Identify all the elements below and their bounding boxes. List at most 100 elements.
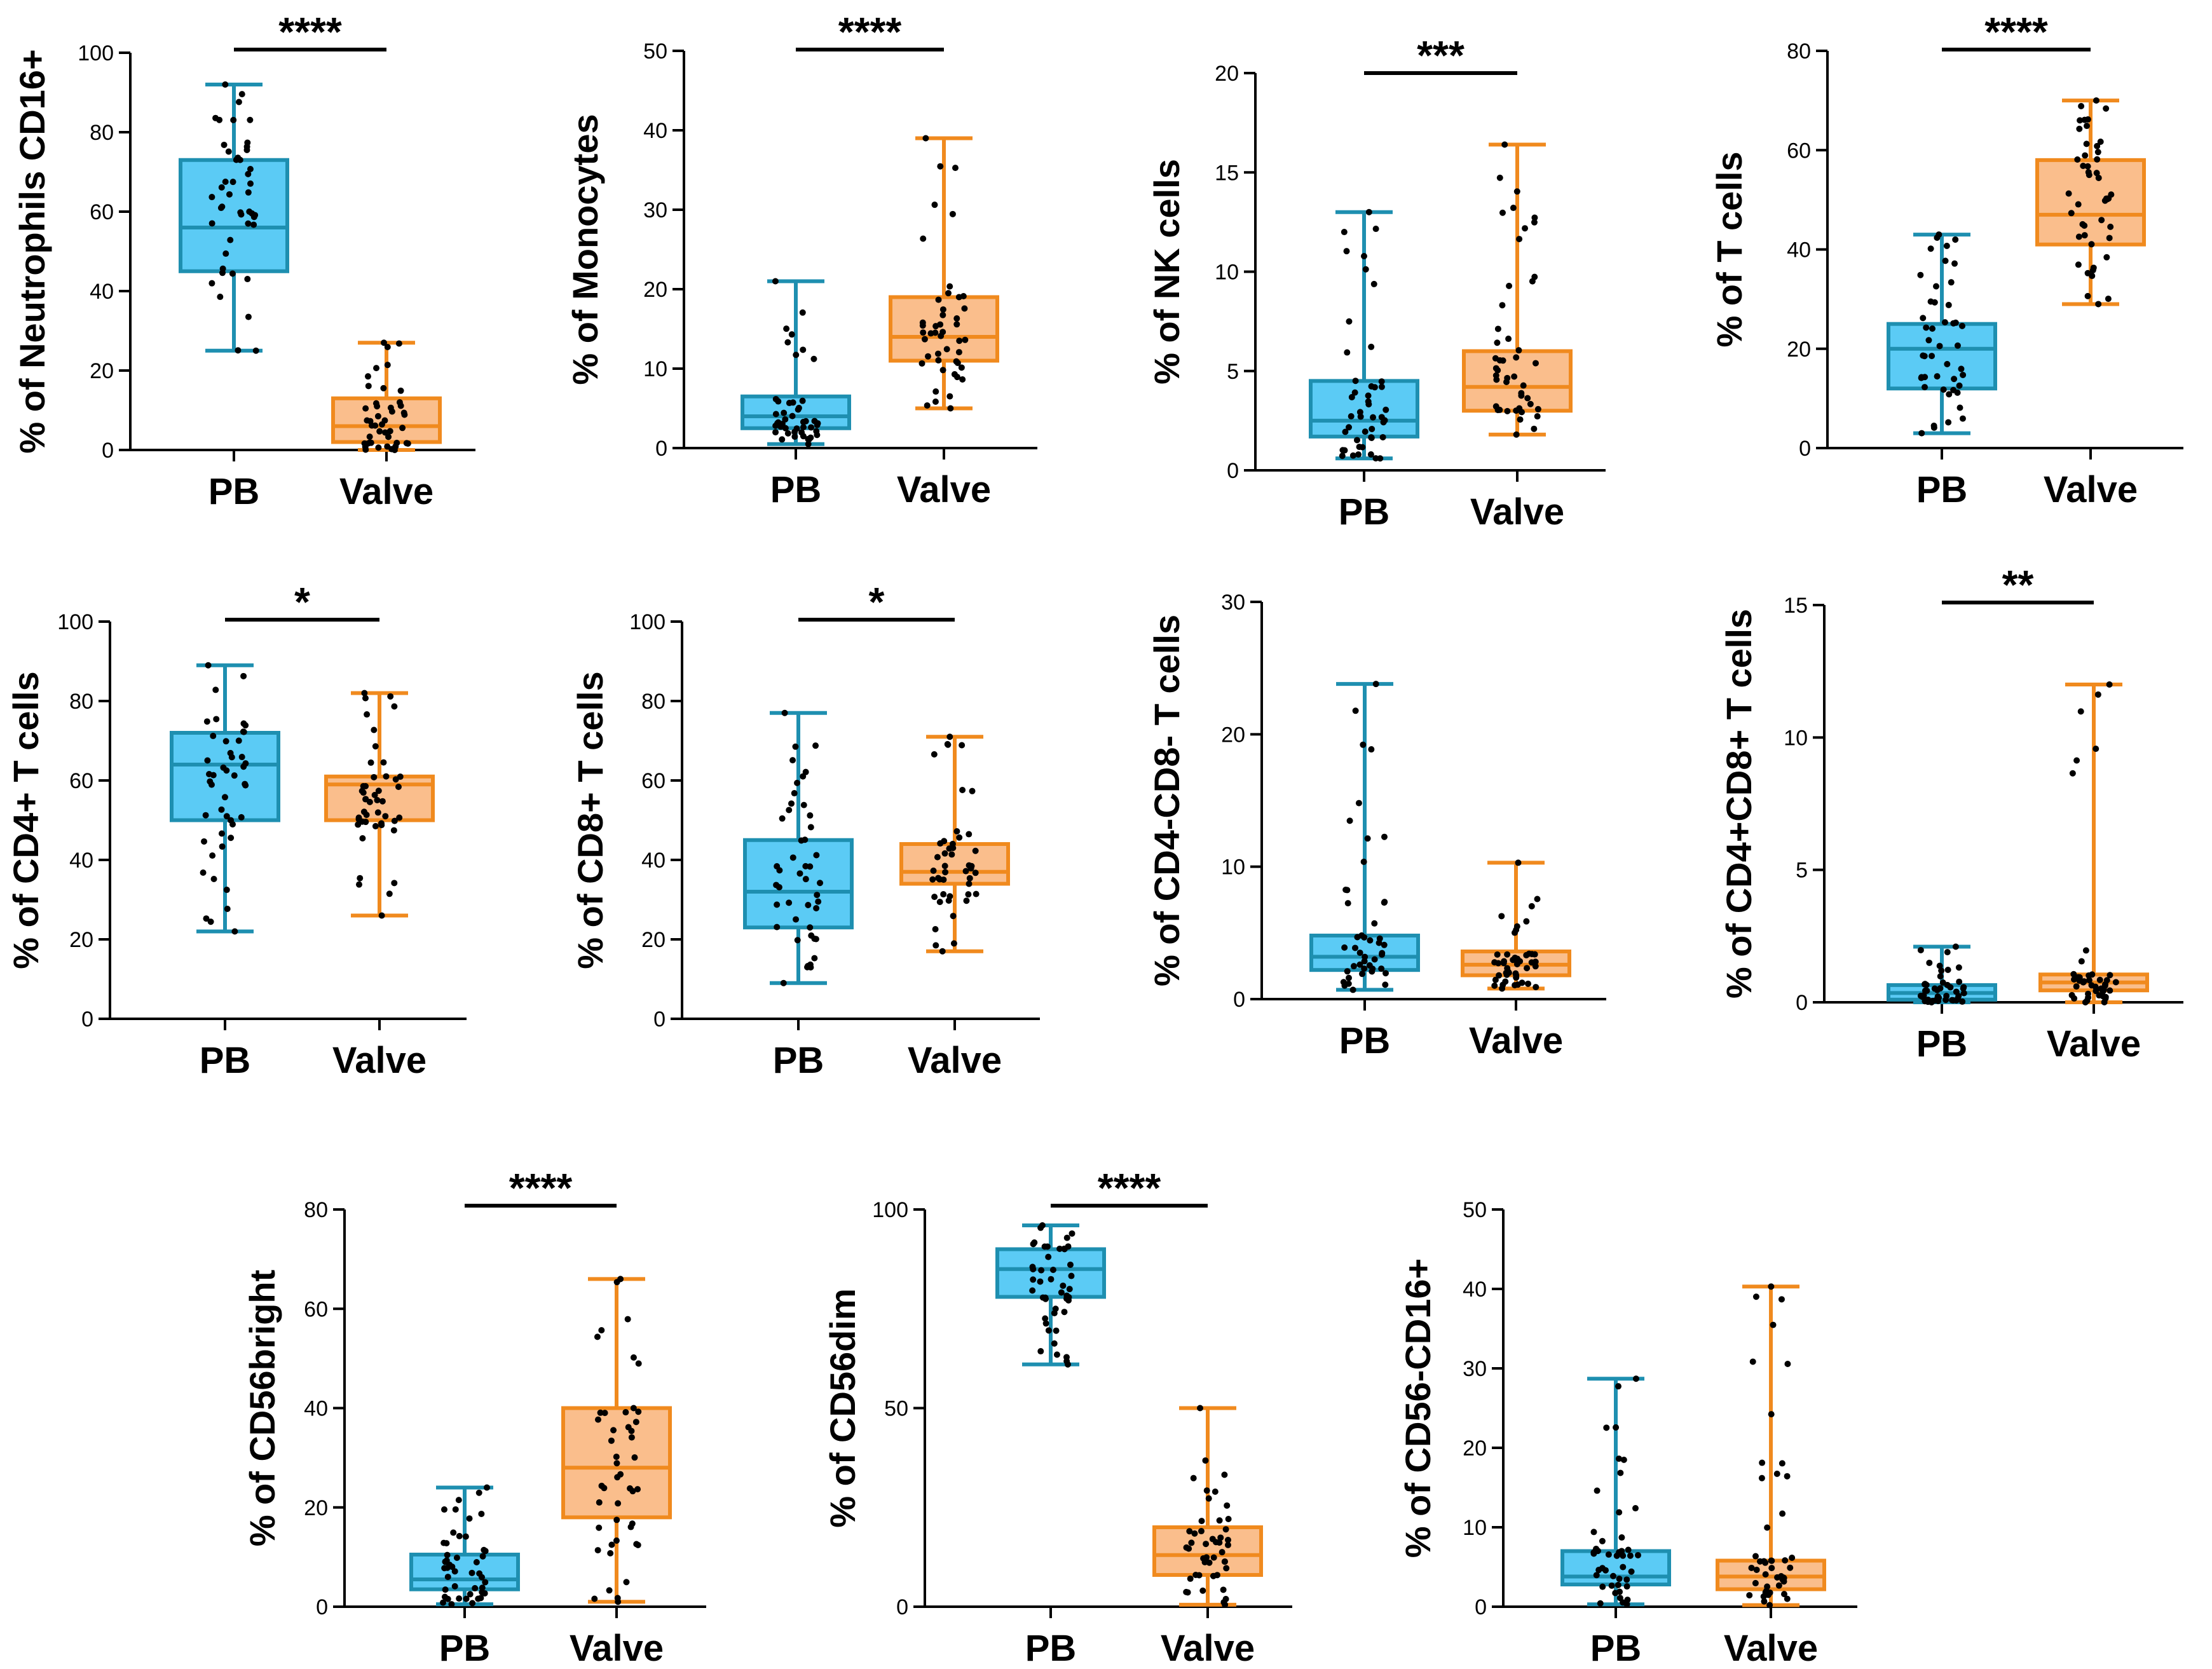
data-point bbox=[397, 402, 404, 409]
data-point bbox=[1351, 389, 1358, 396]
category-label: PB bbox=[1590, 1628, 1642, 1669]
data-point bbox=[959, 742, 966, 749]
data-point bbox=[1197, 1405, 1204, 1412]
data-point bbox=[956, 834, 963, 841]
y-tick-label: 0 bbox=[655, 437, 667, 461]
data-point bbox=[1188, 1539, 1195, 1546]
data-point bbox=[956, 337, 963, 344]
data-point bbox=[1220, 1586, 1227, 1593]
data-point bbox=[373, 365, 380, 372]
data-point bbox=[483, 1484, 490, 1491]
y-axis-title: % of CD4-CD8- T cells bbox=[1147, 615, 1187, 986]
data-point bbox=[235, 99, 242, 106]
data-point bbox=[2094, 142, 2101, 149]
data-point bbox=[965, 891, 972, 898]
data-point bbox=[1748, 1564, 1755, 1571]
data-point bbox=[2069, 770, 2076, 777]
data-point bbox=[936, 899, 943, 906]
data-point bbox=[1379, 950, 1386, 957]
data-point bbox=[442, 1586, 449, 1593]
data-point bbox=[918, 360, 925, 367]
data-point bbox=[939, 948, 946, 955]
data-point bbox=[1372, 681, 1379, 688]
chart-panel-1: 0 20 40 60 80 100 PB Valve % of Neutrophils CD16… bbox=[12, 9, 475, 512]
data-point bbox=[1362, 428, 1369, 435]
data-point bbox=[372, 743, 379, 750]
y-tick-label: 40 bbox=[90, 280, 114, 304]
data-point bbox=[2102, 993, 2109, 1000]
data-point bbox=[463, 1595, 470, 1602]
box-iqr bbox=[741, 394, 851, 430]
data-point bbox=[1346, 424, 1353, 431]
data-point bbox=[1944, 360, 1951, 367]
y-tick-label: 40 bbox=[643, 119, 667, 143]
data-point bbox=[1612, 1590, 1619, 1597]
data-point bbox=[1532, 958, 1539, 965]
data-point bbox=[2103, 977, 2110, 984]
y-tick-label: 20 bbox=[643, 278, 667, 302]
y-tick-label: 0 bbox=[81, 1007, 93, 1032]
data-point bbox=[364, 417, 371, 424]
data-point bbox=[1187, 1575, 1194, 1582]
category-label: Valve bbox=[1470, 491, 1564, 533]
data-point bbox=[469, 1600, 476, 1607]
data-point bbox=[2112, 979, 2119, 986]
data-point bbox=[800, 801, 807, 808]
data-point bbox=[946, 283, 953, 290]
data-point bbox=[1344, 900, 1351, 907]
y-tick-label: 10 bbox=[1221, 855, 1245, 880]
data-point bbox=[392, 443, 399, 450]
data-point bbox=[1934, 373, 1941, 380]
data-point bbox=[1624, 1597, 1631, 1604]
y-tick-label: 15 bbox=[1215, 161, 1239, 185]
data-point bbox=[1376, 935, 1383, 942]
data-point bbox=[800, 424, 807, 431]
data-point bbox=[1066, 1286, 1073, 1293]
data-point bbox=[1068, 1230, 1075, 1237]
data-point bbox=[1620, 1563, 1627, 1570]
category-label: Valve bbox=[1469, 1020, 1563, 1061]
data-point bbox=[939, 367, 946, 374]
data-point bbox=[798, 429, 805, 436]
data-point bbox=[1371, 384, 1378, 391]
box-pb bbox=[743, 709, 854, 986]
data-point bbox=[955, 294, 962, 301]
category-label: Valve bbox=[2047, 1023, 2141, 1065]
data-point bbox=[2075, 261, 2082, 268]
data-point bbox=[1784, 1473, 1791, 1480]
box-iqr bbox=[899, 842, 1010, 886]
data-point bbox=[1529, 278, 1536, 285]
data-point bbox=[1615, 1383, 1621, 1390]
data-point bbox=[238, 91, 245, 98]
data-point bbox=[451, 1583, 458, 1590]
data-point bbox=[1593, 1545, 1600, 1552]
box-iqr bbox=[1309, 379, 1419, 439]
data-point bbox=[252, 347, 259, 354]
data-point bbox=[382, 813, 389, 820]
data-point bbox=[1352, 378, 1359, 385]
data-point bbox=[245, 313, 252, 320]
data-point bbox=[202, 812, 209, 819]
data-point bbox=[1365, 208, 1372, 215]
data-point bbox=[812, 742, 819, 749]
data-point bbox=[786, 400, 793, 407]
data-point bbox=[947, 405, 954, 412]
data-point bbox=[1349, 452, 1356, 459]
data-point bbox=[210, 875, 217, 882]
data-point bbox=[1361, 934, 1368, 941]
data-point bbox=[930, 868, 937, 875]
data-point bbox=[395, 783, 402, 790]
data-point bbox=[468, 1569, 475, 1576]
data-point bbox=[2077, 708, 2084, 715]
data-point bbox=[772, 429, 779, 436]
data-point bbox=[632, 1419, 639, 1426]
data-point bbox=[1616, 1576, 1623, 1583]
category-label: Valve bbox=[2044, 469, 2138, 510]
significance-stars: ** bbox=[2002, 562, 2034, 608]
data-point bbox=[1341, 944, 1348, 951]
data-point bbox=[1360, 858, 1367, 865]
y-tick-label: 50 bbox=[884, 1397, 908, 1421]
data-point bbox=[924, 402, 931, 409]
data-point bbox=[1340, 979, 1347, 986]
data-point bbox=[1523, 951, 1530, 958]
